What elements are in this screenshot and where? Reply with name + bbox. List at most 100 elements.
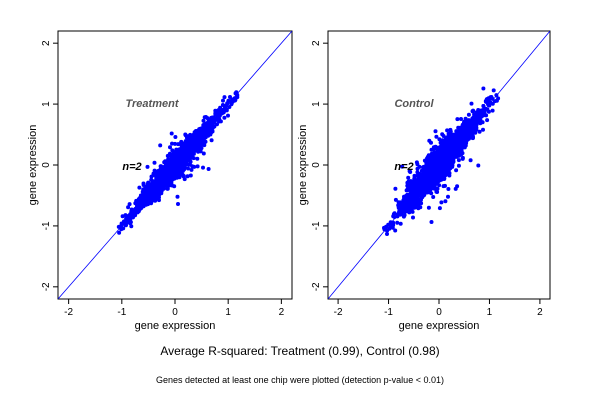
data-point — [221, 98, 225, 103]
data-point — [442, 148, 447, 153]
data-point — [195, 156, 200, 161]
data-point — [459, 152, 463, 157]
data-point — [437, 206, 442, 211]
data-point — [144, 191, 149, 196]
data-point — [121, 226, 126, 231]
data-point — [152, 168, 157, 173]
data-point — [185, 174, 190, 179]
data-point — [173, 135, 178, 139]
data-point — [415, 202, 420, 207]
data-point — [439, 200, 444, 205]
data-point — [412, 192, 417, 197]
data-point — [124, 216, 129, 221]
data-point — [408, 179, 413, 184]
panel-title: Control — [394, 98, 434, 110]
data-point — [429, 163, 434, 168]
data-point — [180, 145, 185, 150]
data-point — [431, 195, 436, 199]
data-point — [201, 151, 206, 156]
data-point — [233, 97, 238, 102]
data-point — [393, 186, 398, 191]
y-axis-label: gene expression — [27, 125, 39, 206]
data-point — [443, 199, 448, 204]
data-point — [442, 176, 447, 181]
data-point — [152, 191, 156, 196]
data-point — [419, 197, 423, 202]
data-point — [392, 215, 397, 219]
data-point — [490, 101, 495, 106]
data-point — [167, 169, 172, 174]
data-point — [440, 132, 445, 137]
data-point — [410, 209, 415, 214]
data-point — [422, 188, 427, 193]
data-point — [478, 119, 483, 124]
data-point — [182, 177, 187, 182]
data-point — [119, 221, 124, 226]
data-point — [468, 158, 473, 163]
data-point — [469, 118, 474, 123]
data-point — [228, 95, 232, 99]
data-point — [427, 189, 432, 194]
data-point — [175, 194, 180, 199]
data-point — [191, 151, 196, 156]
data-point — [199, 135, 204, 140]
data-point — [158, 143, 163, 148]
data-point — [130, 208, 135, 213]
data-point — [158, 183, 162, 188]
data-point — [406, 207, 411, 211]
data-point — [144, 195, 149, 200]
data-point — [133, 213, 138, 218]
data-point — [158, 175, 163, 180]
data-point — [446, 141, 451, 145]
data-point — [454, 168, 459, 173]
data-point — [146, 180, 151, 185]
data-point — [209, 138, 214, 143]
data-point — [407, 183, 412, 188]
x-tick-label: 2 — [537, 307, 543, 318]
data-points — [116, 90, 240, 235]
x-tick-label: -1 — [117, 307, 126, 318]
data-point — [172, 161, 177, 166]
data-point — [191, 148, 196, 153]
data-point — [168, 145, 172, 150]
data-point — [201, 165, 205, 170]
data-point — [429, 140, 433, 145]
data-point — [145, 198, 150, 203]
data-point — [445, 128, 450, 133]
data-point — [126, 205, 131, 210]
data-point — [454, 130, 459, 135]
r-squared-caption: Average R-squared: Treatment (0.99), Con… — [160, 344, 440, 358]
data-point — [470, 123, 475, 128]
data-point — [469, 128, 474, 133]
data-point — [446, 187, 451, 191]
data-point — [462, 119, 467, 124]
data-point — [188, 152, 193, 157]
data-point — [187, 162, 192, 167]
data-point — [178, 161, 183, 166]
data-point — [434, 169, 438, 174]
data-point — [446, 194, 450, 199]
data-point — [490, 96, 495, 101]
data-point — [434, 134, 439, 139]
data-point — [147, 186, 152, 191]
data-point — [485, 107, 490, 112]
data-point — [141, 181, 146, 186]
y-tick-label: 2 — [41, 40, 52, 46]
data-point — [203, 126, 208, 131]
data-point — [396, 203, 401, 208]
data-point — [188, 173, 193, 178]
y-tick-label: -2 — [41, 282, 52, 291]
data-point — [434, 189, 439, 194]
data-point — [398, 221, 403, 226]
data-point — [180, 172, 185, 177]
data-point — [444, 157, 449, 161]
data-point — [176, 202, 180, 206]
data-point — [421, 164, 426, 169]
data-point — [185, 144, 190, 149]
data-point — [427, 155, 432, 160]
y-tick-label: -2 — [311, 282, 322, 291]
sample-count-annotation: n=2 — [394, 161, 413, 173]
data-point — [433, 153, 438, 158]
data-point — [205, 116, 210, 121]
data-point — [222, 104, 227, 109]
